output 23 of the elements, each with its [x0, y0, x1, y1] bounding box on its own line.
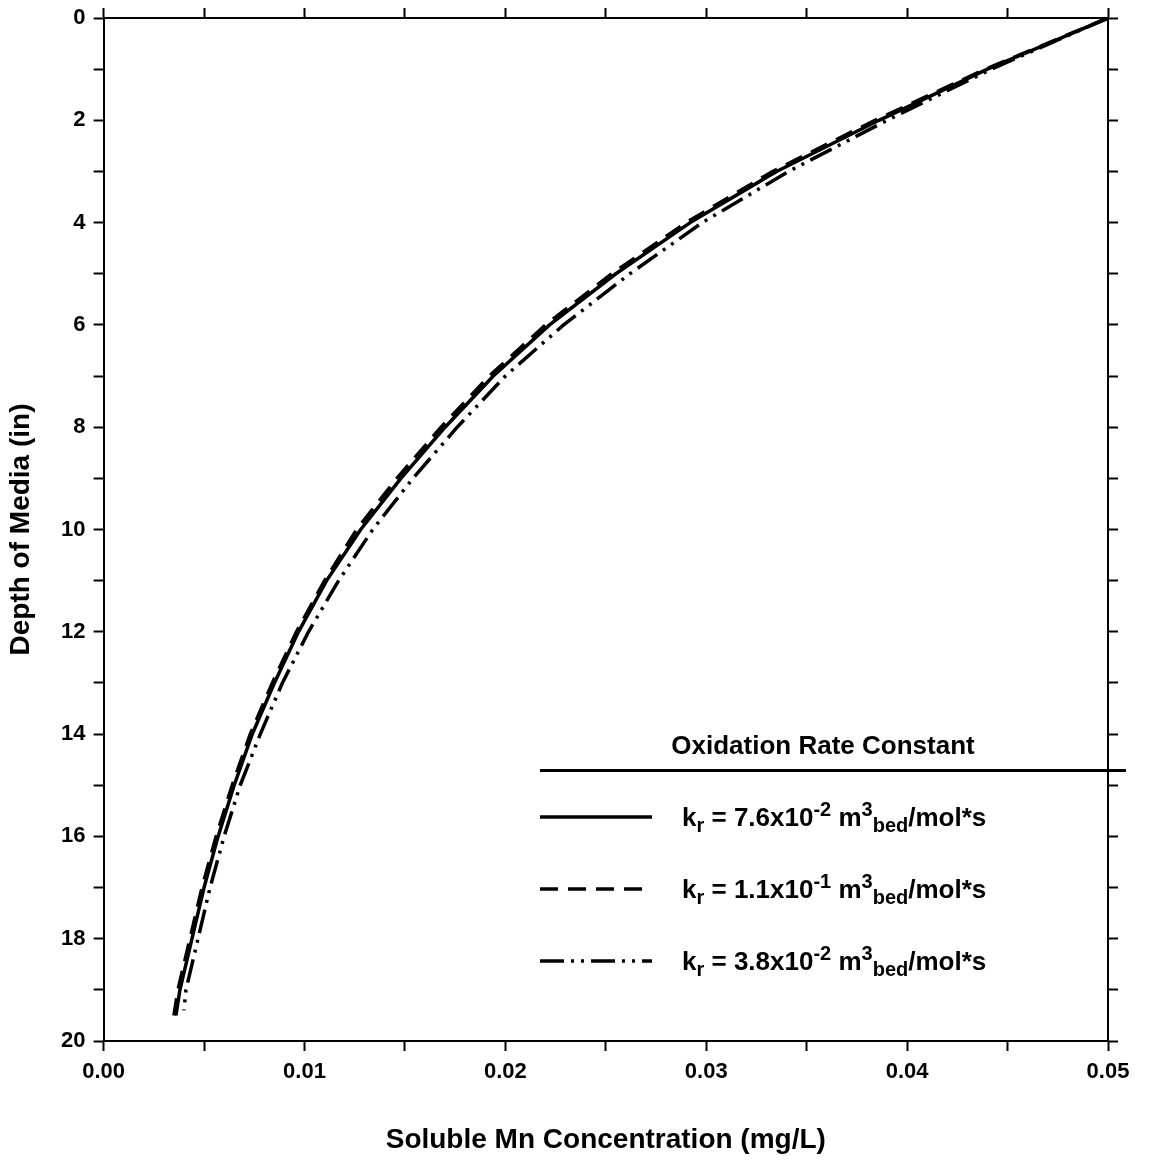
y-tick-label: 10: [61, 515, 86, 541]
y-tick-label: 8: [73, 413, 86, 439]
y-tick-label: 18: [61, 924, 86, 950]
x-tick-label: 0.00: [82, 1058, 126, 1084]
y-tick-label: 0: [73, 4, 86, 30]
x-tick-label: 0.01: [283, 1058, 326, 1084]
x-tick-label: 0.02: [483, 1058, 527, 1084]
y-tick-label: 6: [73, 310, 86, 336]
legend-label: k$_{r}$ = 1.1x10$^{-1}$ m$^{3}$$_{bed}$/mol*s: [682, 869, 987, 909]
x-tick-label: 0.04: [885, 1058, 930, 1084]
y-tick-label: 14: [61, 720, 87, 746]
y-tick-label: 16: [61, 822, 86, 848]
legend-label: k$_{r}$ = 7.6x10$^{-2}$ m$^{3}$$_{bed}$/mol*s: [682, 797, 987, 837]
y-tick-label: 4: [73, 208, 87, 234]
y-tick-label: 12: [61, 617, 86, 643]
legend-label: k$_{r}$ = 3.8x10$^{-2}$ m$^{3}$$_{bed}$/mol*s: [682, 941, 987, 981]
x-tick-label: 0.05: [1086, 1058, 1130, 1084]
legend-title: Oxidation Rate Constant: [670, 730, 976, 762]
x-axis-title: Soluble Mn Concentration (mg/L): [385, 1122, 826, 1154]
y-tick-label: 20: [61, 1027, 86, 1053]
y-axis-title: Depth of Media (in): [3, 403, 35, 656]
y-tick-label: 2: [73, 106, 86, 132]
x-tick-label: 0.03: [684, 1058, 728, 1084]
